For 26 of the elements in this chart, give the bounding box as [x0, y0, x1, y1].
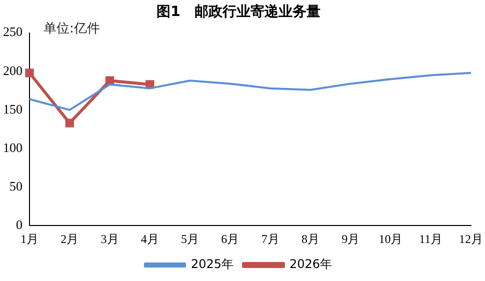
- x-tick-label: 4月: [140, 232, 159, 246]
- x-tick-label: 11月: [419, 232, 443, 246]
- y-tick-label: 250: [3, 24, 22, 40]
- legend-label: 2026年: [290, 257, 332, 272]
- legend-label: 2025年: [190, 257, 234, 272]
- annotation: 单位:亿件: [44, 22, 100, 37]
- point: [105, 76, 114, 85]
- x-tick-label: 6月: [221, 232, 240, 246]
- y-tick-label: 100: [3, 140, 22, 155]
- x-tick-label: 3月: [100, 232, 119, 246]
- y-tick-label: 150: [3, 101, 22, 116]
- point: [65, 118, 74, 128]
- point: [146, 80, 154, 89]
- point: [25, 68, 34, 78]
- x-tick-label: 9月: [342, 232, 360, 246]
- x-tick-label: 7月: [261, 232, 280, 246]
- x-tick-label: 2月: [60, 232, 79, 246]
- y-tick-label: 50: [10, 178, 22, 194]
- x-tick-label: 1月: [20, 232, 38, 246]
- x-tick-label: 10月: [378, 232, 403, 246]
- x-tick-label: 8月: [301, 232, 320, 246]
- x-tick-label: 12月: [459, 232, 483, 246]
- chart-title: 图1 邮政行业寄递业务量: [156, 3, 320, 20]
- y-tick-label: 0: [16, 217, 22, 232]
- x-tick-label: 5月: [181, 232, 200, 246]
- y-tick-label: 200: [3, 62, 22, 78]
